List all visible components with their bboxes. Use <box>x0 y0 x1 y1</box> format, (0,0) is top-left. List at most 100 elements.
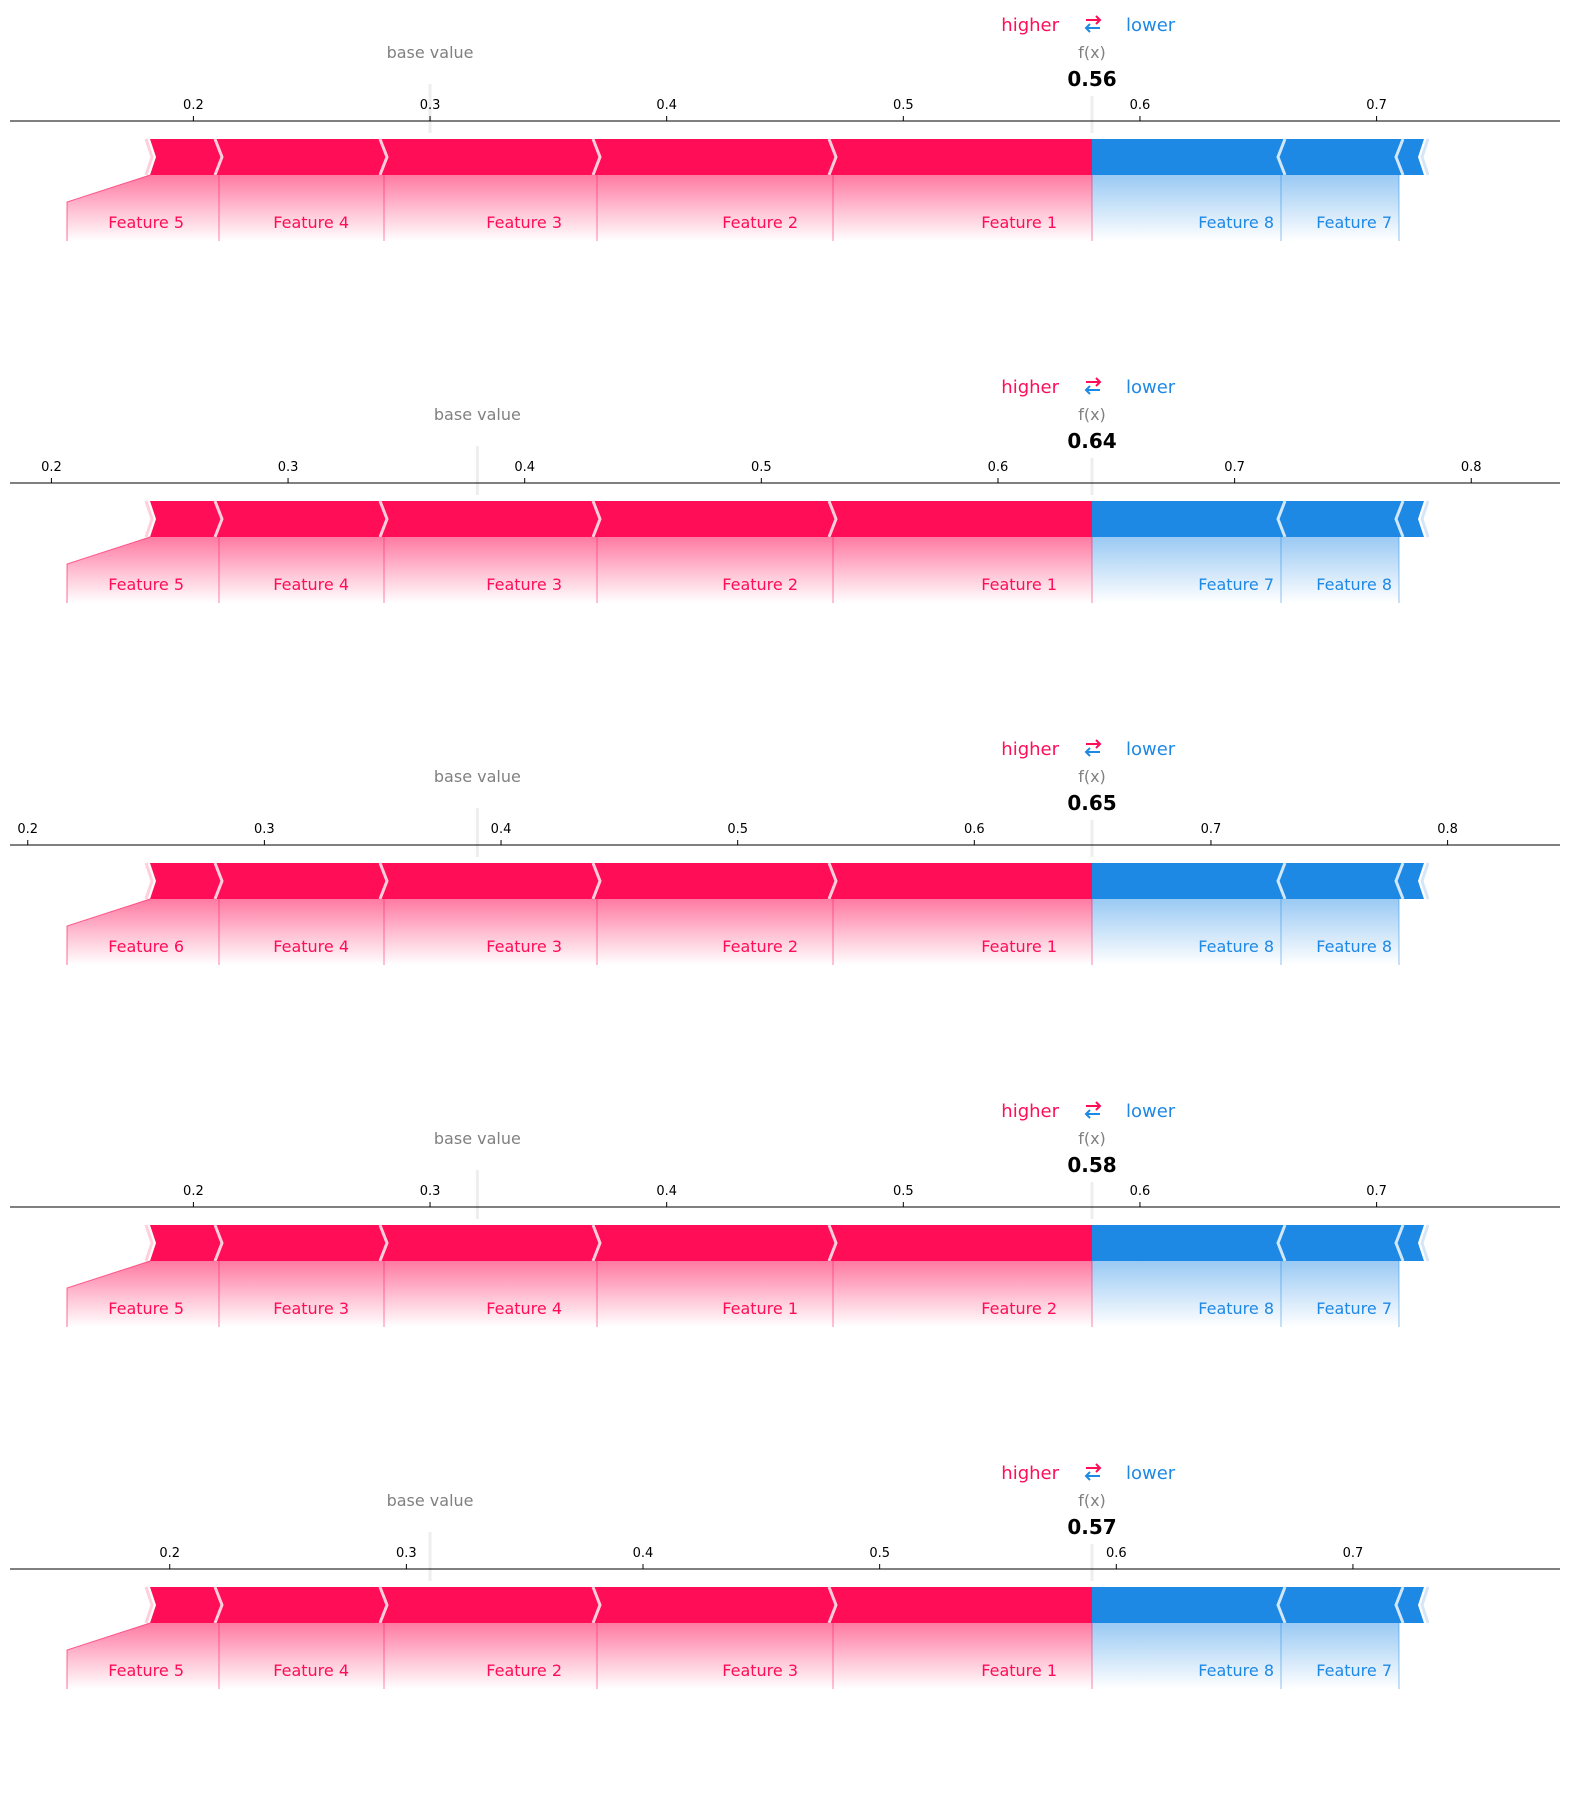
x-tick-label: 0.5 <box>893 1184 914 1199</box>
segment-divider <box>591 862 602 900</box>
feature-label-positive: Feature 3 <box>486 937 562 956</box>
segment-divider <box>213 1224 224 1262</box>
x-tick-label: 0.6 <box>1130 98 1151 113</box>
x-tick-label: 0.2 <box>183 98 204 113</box>
feature-label-positive: Feature 3 <box>722 1661 798 1680</box>
swap-arrows-icon <box>1084 1463 1102 1481</box>
legend-higher-label: higher <box>1001 1463 1059 1484</box>
x-tick-label: 0.2 <box>183 1184 204 1199</box>
segment-divider <box>827 1224 838 1262</box>
feature-label-positive: Feature 2 <box>722 575 798 594</box>
x-tick-label: 0.7 <box>1201 822 1222 837</box>
bar-end-chevron <box>1420 500 1430 538</box>
arrow-right-icon <box>1086 739 1102 749</box>
arrow-left-icon <box>1084 385 1100 395</box>
negative-contribution-bar <box>1092 863 1424 899</box>
x-tick-label: 0.6 <box>964 822 985 837</box>
segment-divider <box>827 862 838 900</box>
feature-label-positive: Feature 1 <box>981 937 1057 956</box>
feature-label-negative: Feature 8 <box>1198 937 1274 956</box>
legend-higher-label: higher <box>1001 15 1059 36</box>
feature-label-positive: Feature 1 <box>981 575 1057 594</box>
legend-higher-label: higher <box>1001 1101 1059 1122</box>
positive-label-band <box>67 537 1092 603</box>
x-tick-label: 0.4 <box>656 98 677 113</box>
feature-label-positive: Feature 1 <box>722 1299 798 1318</box>
feature-label-negative: Feature 7 <box>1316 213 1392 232</box>
feature-label-positive: Feature 1 <box>981 1661 1057 1680</box>
feature-label-negative: Feature 8 <box>1198 1299 1274 1318</box>
x-tick-label: 0.3 <box>420 1184 441 1199</box>
arrow-right-icon <box>1086 1463 1102 1473</box>
segment-divider <box>378 862 389 900</box>
feature-label-negative: Feature 7 <box>1316 1661 1392 1680</box>
fx-value: 0.57 <box>1067 1515 1116 1539</box>
arrow-left-icon <box>1084 1471 1100 1481</box>
feature-label-positive: Feature 2 <box>722 937 798 956</box>
x-tick-label: 0.7 <box>1366 98 1387 113</box>
swap-arrows-icon <box>1084 739 1102 757</box>
x-tick-label: 0.4 <box>514 460 535 475</box>
x-tick-label: 0.8 <box>1437 822 1458 837</box>
segment-divider <box>1394 500 1405 538</box>
feature-label-positive: Feature 1 <box>981 213 1057 232</box>
arrow-right-icon <box>1086 377 1102 387</box>
segment-divider <box>1276 1224 1287 1262</box>
feature-label-negative: Feature 8 <box>1316 937 1392 956</box>
segment-divider <box>1276 138 1287 176</box>
segment-divider <box>213 138 224 176</box>
feature-label-positive: Feature 4 <box>273 937 349 956</box>
segment-divider <box>378 500 389 538</box>
arrow-right-icon <box>1086 15 1102 25</box>
feature-label-positive: Feature 3 <box>486 575 562 594</box>
base-value-label: base value <box>434 405 521 424</box>
negative-label-band <box>1092 1623 1399 1689</box>
feature-label-negative: Feature 8 <box>1198 213 1274 232</box>
label-connector <box>66 898 151 965</box>
label-connector <box>66 1260 151 1327</box>
positive-contribution-bar <box>150 501 1092 537</box>
feature-label-positive: Feature 4 <box>273 1661 349 1680</box>
legend-lower-label: lower <box>1126 1101 1176 1122</box>
segment-divider <box>1276 1586 1287 1624</box>
feature-label-positive: Feature 5 <box>108 575 184 594</box>
base-value-label: base value <box>434 1129 521 1148</box>
bar-end-chevron <box>1420 1224 1430 1262</box>
base-value-label: base value <box>387 1491 474 1510</box>
negative-contribution-bar <box>1092 139 1424 175</box>
segment-divider <box>827 500 838 538</box>
x-tick-label: 0.4 <box>491 822 512 837</box>
fx-value: 0.56 <box>1067 67 1116 91</box>
x-tick-label: 0.2 <box>41 460 62 475</box>
segment-divider <box>591 138 602 176</box>
x-tick-label: 0.4 <box>656 1184 677 1199</box>
feature-label-positive: Feature 2 <box>722 213 798 232</box>
arrow-right-icon <box>1086 1101 1102 1111</box>
segment-divider <box>591 500 602 538</box>
positive-label-band <box>67 175 1092 241</box>
x-tick-label: 0.3 <box>254 822 275 837</box>
x-tick-label: 0.7 <box>1343 1546 1364 1561</box>
feature-label-positive: Feature 4 <box>273 575 349 594</box>
feature-label-positive: Feature 5 <box>108 1299 184 1318</box>
feature-label-negative: Feature 8 <box>1198 1661 1274 1680</box>
feature-label-positive: Feature 4 <box>486 1299 562 1318</box>
base-value-label: base value <box>387 43 474 62</box>
feature-label-negative: Feature 7 <box>1316 1299 1392 1318</box>
segment-divider <box>378 138 389 176</box>
force-plot-panel: higher lower base value f(x) 0.58 0.2 0.3 0.4 0.… <box>10 1101 1560 1327</box>
positive-label-band <box>67 1623 1092 1689</box>
feature-label-positive: Feature 3 <box>486 213 562 232</box>
legend-lower-label: lower <box>1126 739 1176 760</box>
x-tick-label: 0.3 <box>396 1546 417 1561</box>
x-tick-label: 0.6 <box>988 460 1009 475</box>
feature-label-positive: Feature 2 <box>981 1299 1057 1318</box>
feature-label-positive: Feature 3 <box>273 1299 349 1318</box>
segment-divider <box>1276 862 1287 900</box>
x-tick-label: 0.3 <box>420 98 441 113</box>
positive-contribution-bar <box>150 139 1092 175</box>
bar-end-chevron <box>1420 138 1430 176</box>
arrow-left-icon <box>1084 1109 1100 1119</box>
bar-start-chevron <box>144 500 154 538</box>
